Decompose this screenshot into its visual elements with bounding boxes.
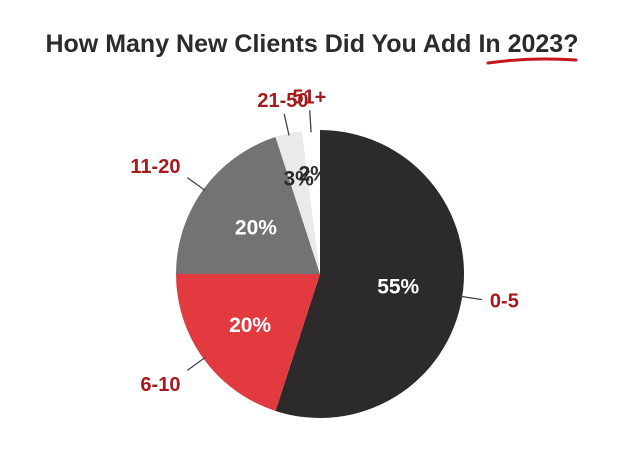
leader-line-0-5 [460,295,483,301]
chart-title-main: How Many New Clients Did You Add [45,30,471,58]
leader-line-51-plus [309,110,312,133]
slice-value-label-6-10: 20% [229,314,271,337]
slice-category-label-6-10: 6-10 [140,374,180,396]
leader-line-21-50 [283,113,290,136]
slice-category-label-0-5: 0-5 [490,291,519,313]
chart-title-suffix: ? [563,30,578,58]
title-underline-swoosh [486,57,578,65]
leader-line-11-20 [186,177,206,192]
pie-slice-0-5 [275,130,464,419]
slice-value-label-51-plus: 2% [298,162,329,185]
slice-value-label-11-20: 20% [235,216,277,239]
slice-category-label-51-plus: 51+ [292,86,326,108]
pie-slice-21-50 [275,131,320,274]
pie-slice-51-plus [301,130,320,274]
chart-title: How Many New Clients Did You Add In 2023? [45,30,578,58]
pie-slice-11-20 [176,137,320,274]
slice-value-label-0-5: 55% [377,275,419,298]
slice-category-label-21-50: 21-50 [257,90,308,112]
leader-line-6-10 [186,356,206,371]
slice-category-label-11-20: 11-20 [130,156,180,178]
pie-slice-6-10 [176,274,320,411]
slice-value-label-21-50: 3% [283,167,314,190]
chart-title-emphasis: In 2023 [478,30,563,58]
